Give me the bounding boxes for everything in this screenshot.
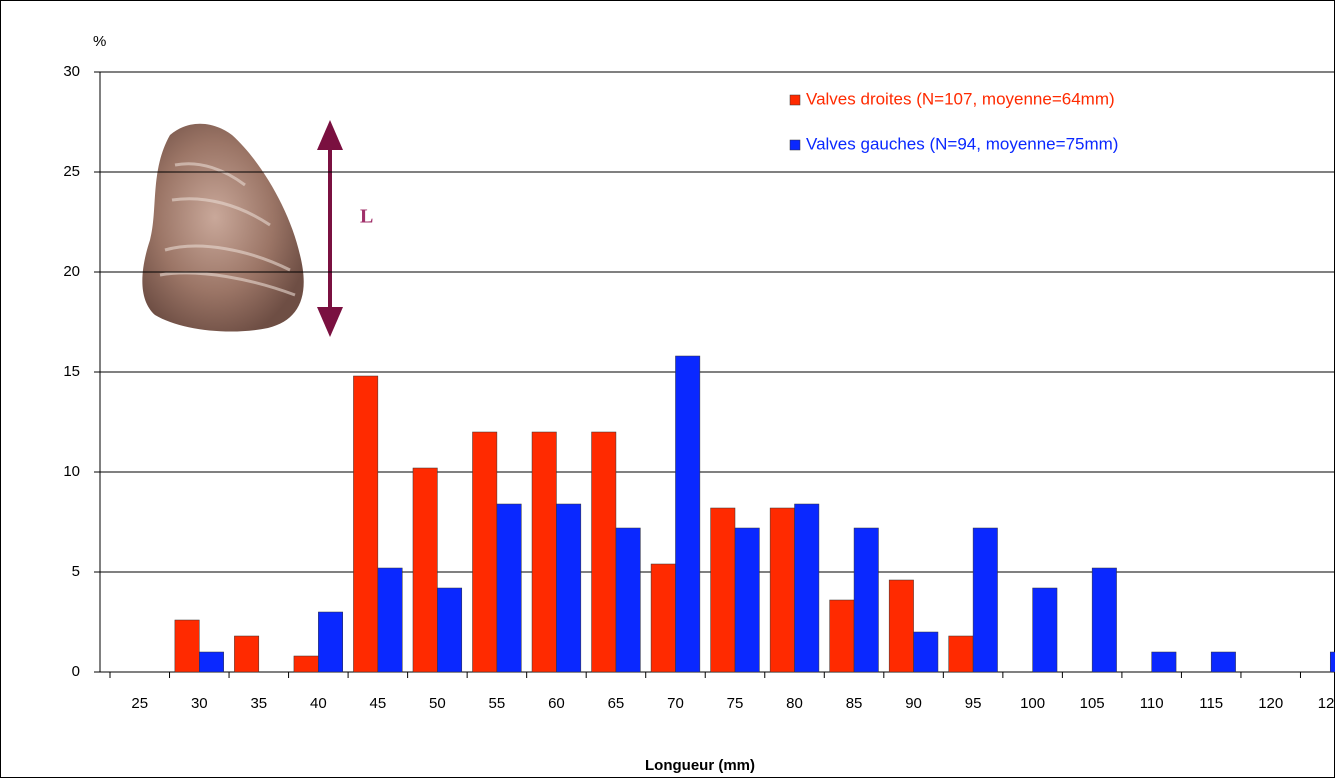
x-tick-label: 105 [1080, 695, 1105, 712]
bar [591, 431, 617, 673]
bar [615, 527, 641, 673]
bar [650, 563, 676, 673]
bar [234, 635, 260, 673]
bar [531, 431, 557, 673]
bar [318, 611, 343, 673]
x-tick-label: 50 [429, 695, 446, 712]
bar [377, 567, 403, 673]
y-tick-label: 25 [63, 163, 80, 180]
x-tick-label: 115 [1199, 695, 1223, 712]
y-tick-label: 0 [72, 663, 80, 680]
legend-label: Valves droites (N=107, moyenne=64mm) [806, 89, 1115, 108]
x-tick-label: 30 [191, 695, 208, 712]
bar [769, 507, 795, 673]
bar [853, 527, 879, 673]
legend-swatch [789, 139, 801, 151]
bar [199, 651, 224, 673]
x-tick-label: 75 [727, 695, 744, 712]
legend-label: Valves gauches (N=94, moyenne=75mm) [806, 134, 1118, 153]
annotation: L [360, 206, 373, 228]
x-tick-label: 110 [1140, 695, 1164, 712]
bar [913, 631, 939, 673]
bar [412, 467, 438, 673]
bar [472, 431, 498, 673]
bar [794, 503, 820, 673]
bar [710, 507, 736, 673]
x-tick-label: 90 [905, 695, 922, 712]
x-tick-label: 25 [131, 695, 148, 712]
y-tick-label: 10 [63, 463, 80, 480]
bar [972, 527, 998, 673]
bar [1091, 567, 1117, 673]
x-tick-label: 125 [1318, 695, 1335, 712]
bar [1329, 651, 1335, 673]
length-arrow [317, 120, 343, 337]
bar [829, 599, 855, 673]
x-tick-label: 70 [667, 695, 684, 712]
x-tick-label: 40 [310, 695, 327, 712]
bar [556, 503, 582, 673]
bar [734, 527, 760, 673]
x-tick-label: 120 [1258, 695, 1283, 712]
y-tick-label: 30 [63, 63, 80, 80]
bar [174, 619, 200, 673]
x-tick-label: 45 [370, 695, 387, 712]
bar [496, 503, 522, 673]
bar [888, 579, 914, 673]
oyster-illustration [142, 123, 304, 332]
x-tick-label: 85 [846, 695, 863, 712]
x-tick-label: 35 [250, 695, 267, 712]
x-tick-label: 95 [965, 695, 982, 712]
legend-swatch [789, 94, 801, 106]
bar [437, 587, 463, 673]
y-tick-label: 20 [63, 263, 80, 280]
x-tick-label: 65 [608, 695, 625, 712]
bar [675, 355, 701, 673]
y-axis-label: % [93, 33, 106, 50]
x-axis-label: Longueur (mm) [645, 757, 755, 774]
bar [293, 655, 319, 673]
y-tick-label: 5 [72, 563, 80, 580]
bar [353, 375, 379, 673]
x-tick-label: 100 [1020, 695, 1045, 712]
x-tick-label: 80 [786, 695, 803, 712]
x-tick-label: 55 [489, 695, 506, 712]
bar [948, 635, 974, 673]
bar [1032, 587, 1058, 673]
x-tick-label: 60 [548, 695, 565, 712]
bar [1151, 651, 1177, 673]
y-tick-label: 15 [63, 363, 80, 380]
bar [1210, 651, 1236, 673]
